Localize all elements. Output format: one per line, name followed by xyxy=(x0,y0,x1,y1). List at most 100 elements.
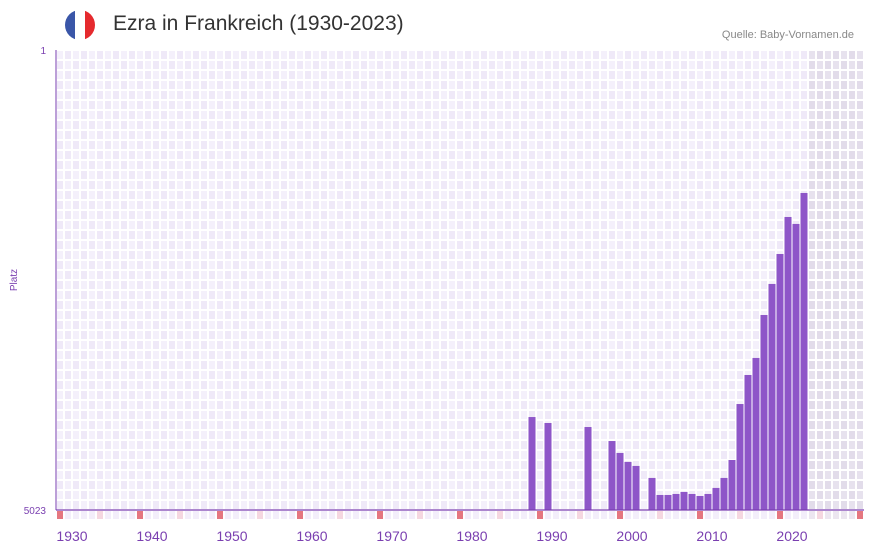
grid-cell xyxy=(457,181,463,189)
grid-cell xyxy=(209,291,215,299)
grid-cell xyxy=(673,291,679,299)
year-marker xyxy=(321,511,327,519)
grid-cell xyxy=(737,91,743,99)
grid-cell xyxy=(329,161,335,169)
grid-cell xyxy=(273,481,279,489)
grid-cell xyxy=(225,361,231,369)
grid-cell xyxy=(305,241,311,249)
grid-cell xyxy=(809,431,815,439)
grid-cell xyxy=(201,171,207,179)
grid-cell xyxy=(625,191,631,199)
grid-cell xyxy=(833,441,839,449)
grid-cell xyxy=(689,311,695,319)
grid-cell xyxy=(145,361,151,369)
grid-cell xyxy=(417,251,423,259)
grid-cell xyxy=(177,311,183,319)
grid-cell xyxy=(105,301,111,309)
grid-cell xyxy=(449,121,455,129)
grid-cell xyxy=(145,331,151,339)
grid-cell xyxy=(489,381,495,389)
grid-cell xyxy=(721,191,727,199)
grid-cell xyxy=(601,451,607,459)
grid-cell xyxy=(249,111,255,119)
grid-cell xyxy=(681,221,687,229)
grid-cell xyxy=(473,51,479,59)
grid-cell xyxy=(385,351,391,359)
grid-cell xyxy=(145,501,151,509)
grid-cell xyxy=(65,241,71,249)
grid-cell xyxy=(137,341,143,349)
grid-cell xyxy=(545,331,551,339)
grid-cell xyxy=(585,341,591,349)
grid-cell xyxy=(665,291,671,299)
grid-cell xyxy=(121,121,127,129)
grid-cell xyxy=(657,221,663,229)
grid-cell xyxy=(393,371,399,379)
france-flag-icon xyxy=(65,10,95,40)
grid-cell xyxy=(297,391,303,399)
grid-cell xyxy=(121,271,127,279)
grid-cell xyxy=(817,411,823,419)
grid-cell xyxy=(65,211,71,219)
grid-cell xyxy=(193,451,199,459)
grid-cell xyxy=(521,421,527,429)
grid-cell xyxy=(817,401,823,409)
grid-cell xyxy=(601,411,607,419)
grid-cell xyxy=(473,301,479,309)
grid-cell xyxy=(257,291,263,299)
grid-cell xyxy=(337,121,343,129)
grid-cell xyxy=(433,101,439,109)
year-marker xyxy=(681,511,687,519)
grid-cell xyxy=(337,461,343,469)
grid-cell xyxy=(401,491,407,499)
grid-cell xyxy=(585,61,591,69)
grid-cell xyxy=(193,481,199,489)
grid-cell xyxy=(201,331,207,339)
grid-cell xyxy=(249,291,255,299)
grid-cell xyxy=(777,201,783,209)
grid-cell xyxy=(489,81,495,89)
grid-cell xyxy=(105,431,111,439)
grid-cell xyxy=(193,81,199,89)
grid-cell xyxy=(273,121,279,129)
grid-cell xyxy=(57,71,63,79)
year-marker xyxy=(633,511,639,519)
grid-cell xyxy=(225,491,231,499)
grid-cell xyxy=(73,121,79,129)
grid-cell xyxy=(585,211,591,219)
grid-cell xyxy=(609,91,615,99)
grid-cell xyxy=(809,161,815,169)
grid-cell xyxy=(505,121,511,129)
grid-cell xyxy=(809,141,815,149)
grid-cell xyxy=(425,251,431,259)
grid-cell xyxy=(233,141,239,149)
grid-cell xyxy=(345,461,351,469)
grid-cell xyxy=(449,71,455,79)
grid-cell xyxy=(105,311,111,319)
grid-cell xyxy=(497,481,503,489)
grid-cell xyxy=(545,231,551,239)
grid-cell xyxy=(833,431,839,439)
grid-cell xyxy=(425,271,431,279)
grid-cell xyxy=(441,131,447,139)
grid-cell xyxy=(489,321,495,329)
grid-cell xyxy=(497,281,503,289)
grid-cell xyxy=(121,181,127,189)
grid-cell xyxy=(521,171,527,179)
grid-cell xyxy=(249,351,255,359)
grid-cell xyxy=(241,191,247,199)
grid-cell xyxy=(273,491,279,499)
grid-cell xyxy=(297,441,303,449)
grid-cell xyxy=(521,391,527,399)
grid-cell xyxy=(409,261,415,269)
grid-cell xyxy=(633,91,639,99)
grid-cell xyxy=(473,81,479,89)
grid-cell xyxy=(129,271,135,279)
grid-cell xyxy=(505,491,511,499)
grid-cell xyxy=(553,231,559,239)
grid-cell xyxy=(129,491,135,499)
grid-cell xyxy=(513,121,519,129)
grid-cell xyxy=(169,271,175,279)
grid-cell xyxy=(481,161,487,169)
grid-cell xyxy=(281,161,287,169)
